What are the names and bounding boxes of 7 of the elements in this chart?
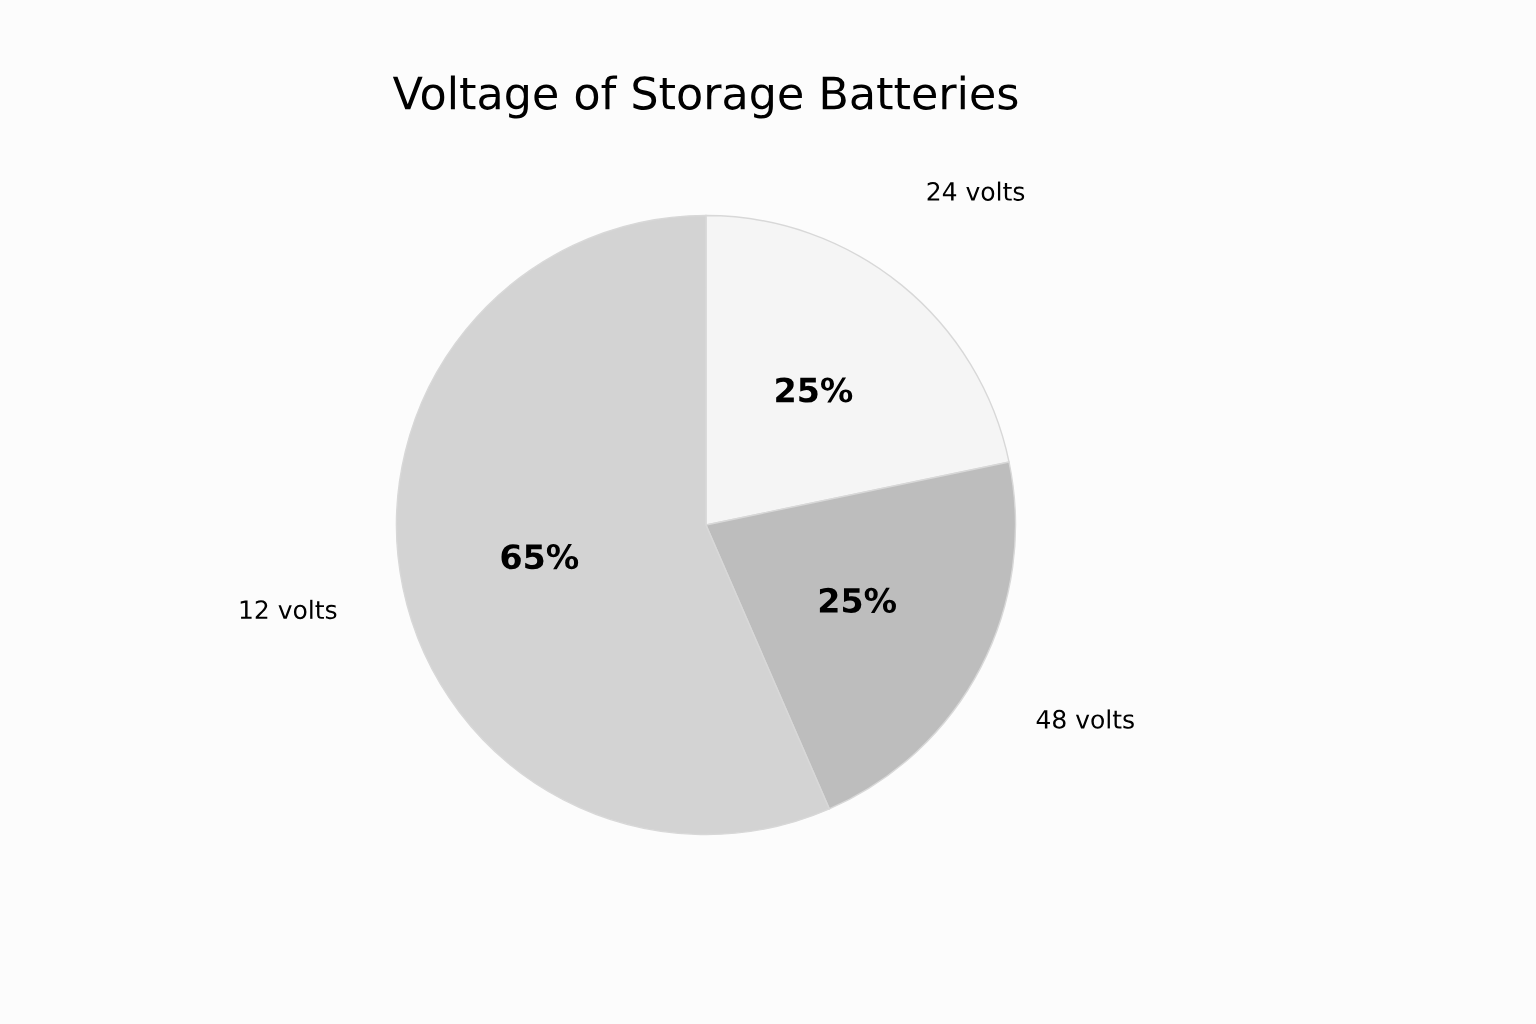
slice-label: 24 volts [927,181,1025,201]
data-label: 25% [776,377,853,403]
data-label: 25% [819,587,896,613]
chart-title: Voltage of Storage Batteries [392,75,1018,119]
data-label: 65% [501,544,579,570]
slice-label: 12 volts [240,599,337,620]
slice-label: 48 volts [1036,709,1134,729]
